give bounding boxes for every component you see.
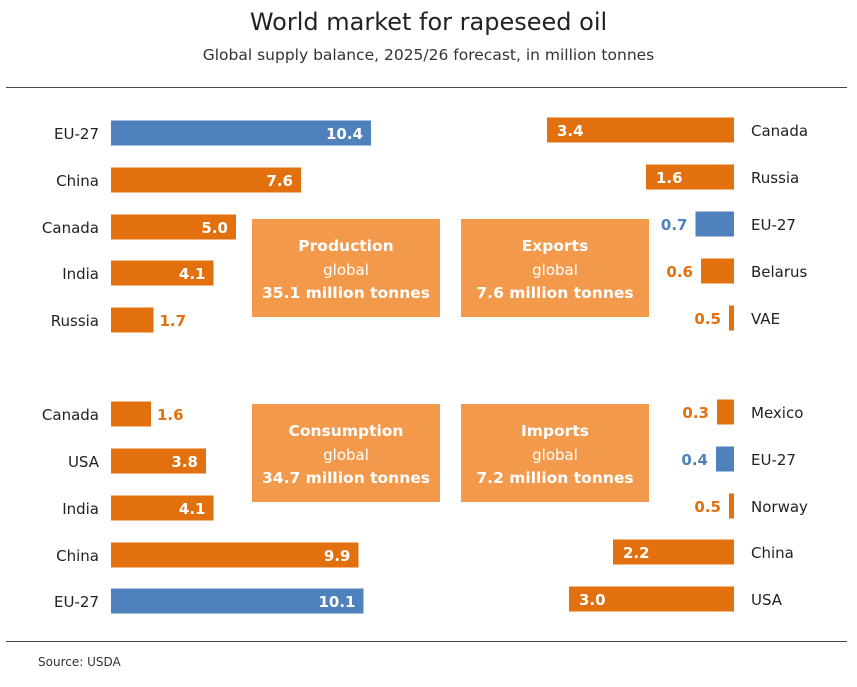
exports-value-russia: 1.6: [656, 169, 683, 187]
bottom-divider: [6, 641, 847, 642]
imports-value-norway: 0.5: [694, 498, 721, 516]
chart-subtitle: Global supply balance, 2025/26 forecast,…: [202, 46, 655, 64]
exports-value-belarus: 0.6: [666, 263, 693, 281]
consumption-box-label: global: [323, 446, 369, 464]
exports-box-title: Exports: [522, 237, 589, 255]
imports-box-title: Imports: [521, 422, 589, 440]
exports-bar-canada: [547, 117, 734, 143]
production-label-china: China: [56, 172, 99, 190]
production-value-india: 4.1: [179, 265, 206, 283]
imports-box-label: global: [532, 446, 578, 464]
exports-box-total: 7.6 million tonnes: [476, 284, 633, 302]
exports-box-label: global: [532, 261, 578, 279]
exports-value-eu-27: 0.7: [661, 216, 688, 234]
production-label-eu-27: EU-27: [54, 125, 99, 143]
consumption-label-canada: Canada: [42, 406, 99, 424]
consumption-value-china: 9.9: [324, 547, 351, 565]
consumption-bar-india: [111, 495, 214, 521]
exports-bar-belarus: [701, 258, 734, 284]
imports-bar-norway: [729, 493, 734, 519]
exports-bar-russia: [646, 164, 734, 190]
consumption-value-usa: 3.8: [171, 453, 198, 471]
exports-bar-eu-27: [695, 211, 734, 237]
exports-label-eu-27: EU-27: [751, 216, 796, 234]
production-bar-china: [111, 167, 301, 193]
consumption-value-eu-27: 10.1: [318, 593, 355, 611]
imports-label-china: China: [751, 544, 794, 562]
consumption-summary-box: [252, 404, 440, 502]
imports-label-mexico: Mexico: [751, 404, 803, 422]
source-note: Source: USDA: [38, 655, 121, 669]
exports-value-canada: 3.4: [557, 122, 584, 140]
production-value-russia: 1.7: [160, 312, 187, 330]
imports-label-eu-27: EU-27: [751, 451, 796, 469]
production-value-canada: 5.0: [201, 219, 228, 237]
imports-bar-usa: [569, 586, 734, 612]
imports-value-eu-27: 0.4: [681, 451, 708, 469]
imports-box-total: 7.2 million tonnes: [476, 469, 633, 487]
consumption-label-eu-27: EU-27: [54, 593, 99, 611]
production-bar-russia: [111, 307, 154, 333]
production-box-title: Production: [298, 237, 393, 255]
production-value-china: 7.6: [266, 172, 293, 190]
consumption-value-canada: 1.6: [157, 406, 184, 424]
exports-value-vae: 0.5: [694, 310, 721, 328]
consumption-label-usa: USA: [68, 453, 100, 471]
production-bar-canada: [111, 214, 236, 240]
exports-bar-vae: [729, 305, 734, 331]
imports-summary-box: [461, 404, 649, 502]
production-box-total: 35.1 million tonnes: [262, 284, 430, 302]
imports-bar-eu-27: [716, 446, 734, 472]
production-bar-india: [111, 260, 214, 286]
chart-title: World market for rapeseed oil: [249, 8, 608, 36]
exports-label-belarus: Belarus: [751, 263, 808, 281]
imports-value-mexico: 0.3: [682, 404, 709, 422]
exports-summary-box: [461, 219, 649, 317]
production-box-label: global: [323, 261, 369, 279]
production-value-eu-27: 10.4: [326, 125, 363, 143]
exports-label-canada: Canada: [751, 122, 808, 140]
production-bar-eu-27: [111, 120, 371, 146]
imports-label-usa: USA: [751, 591, 783, 609]
consumption-value-india: 4.1: [179, 500, 206, 518]
imports-value-china: 2.2: [623, 544, 650, 562]
production-label-russia: Russia: [51, 312, 99, 330]
consumption-box-total: 34.7 million tonnes: [262, 469, 430, 487]
exports-label-russia: Russia: [751, 169, 799, 187]
consumption-box-title: Consumption: [289, 422, 404, 440]
production-label-india: India: [62, 265, 99, 283]
production-summary-box: [252, 219, 440, 317]
consumption-bar-eu-27: [111, 588, 364, 614]
imports-bar-mexico: [717, 399, 734, 425]
imports-label-norway: Norway: [751, 498, 808, 516]
consumption-bar-canada: [111, 401, 151, 427]
production-label-canada: Canada: [42, 219, 99, 237]
top-divider: [6, 87, 847, 88]
consumption-label-china: China: [56, 547, 99, 565]
imports-value-usa: 3.0: [579, 591, 606, 609]
consumption-bar-usa: [111, 448, 206, 474]
consumption-bar-china: [111, 542, 359, 568]
exports-label-vae: VAE: [751, 310, 780, 328]
consumption-label-india: India: [62, 500, 99, 518]
imports-bar-china: [613, 539, 734, 565]
